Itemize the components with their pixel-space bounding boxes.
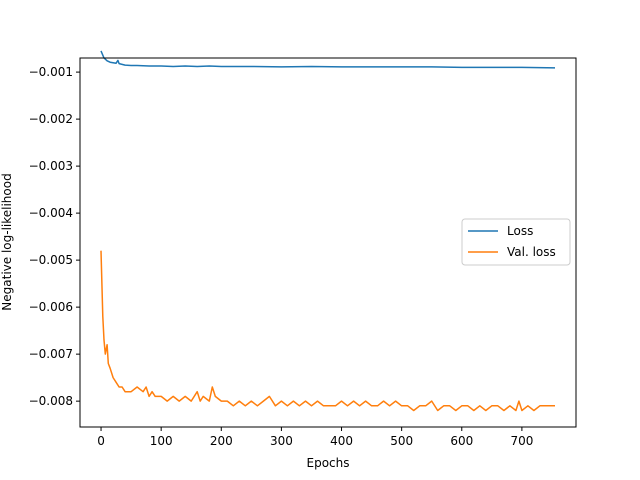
- x-tick-label: 400: [330, 434, 353, 448]
- series-line-loss: [100, 50, 556, 69]
- x-axis-ticks: 0 100 200 300 400 500 600 700: [97, 427, 533, 448]
- plot-frame: [79, 57, 577, 428]
- y-tick-label: −0.003: [29, 159, 73, 173]
- y-axis-label: Negative log-likelihood: [0, 173, 14, 310]
- y-tick-label: −0.006: [29, 300, 73, 314]
- x-tick-label: 200: [210, 434, 233, 448]
- y-tick-label: −0.004: [29, 206, 73, 220]
- series-line-val-loss: [100, 250, 555, 412]
- x-tick-label: 0: [97, 434, 105, 448]
- y-axis-ticks: −0.008 −0.007 −0.006 −0.005 −0.004 −0.003 −0.0…: [29, 65, 80, 408]
- x-tick-label: 600: [450, 434, 473, 448]
- y-tick-label: −0.008: [29, 394, 73, 408]
- legend-label-val-loss: Val. loss: [507, 245, 556, 259]
- y-tick-label: −0.001: [29, 65, 73, 79]
- x-tick-label: 700: [510, 434, 533, 448]
- x-tick-label: 300: [270, 434, 293, 448]
- plot-lines: [100, 50, 556, 412]
- legend: Loss Val. loss: [461, 218, 571, 266]
- x-axis-label: Epochs: [307, 456, 350, 470]
- y-tick-label: −0.005: [29, 253, 73, 267]
- y-tick-label: −0.002: [29, 112, 73, 126]
- legend-label-loss: Loss: [507, 224, 533, 238]
- x-tick-label: 500: [390, 434, 413, 448]
- y-tick-label: −0.007: [29, 347, 73, 361]
- x-tick-label: 100: [150, 434, 173, 448]
